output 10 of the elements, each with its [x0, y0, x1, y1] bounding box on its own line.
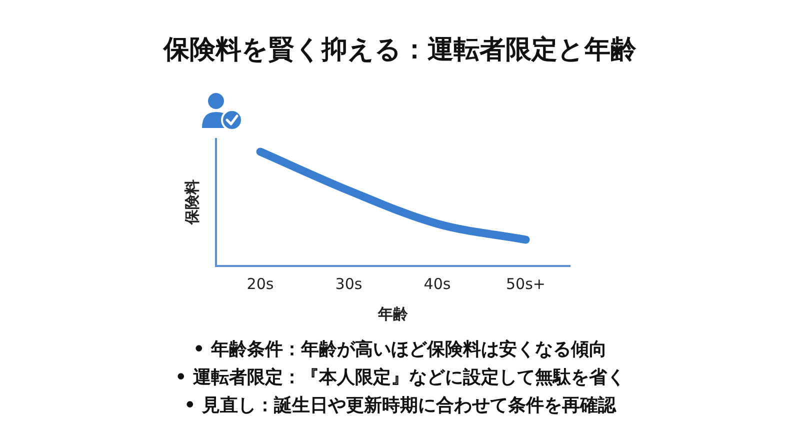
- x-tick-label: 40s: [424, 274, 451, 293]
- text: • 運転者限定：『本人限定』などに設定して無駄を省く: [174, 366, 626, 390]
- chart-title: 保険料を賢く抑える：運転者限定と年齢: [162, 34, 638, 67]
- x-tick-label: 30s: [335, 274, 362, 293]
- text: • 年齢条件：年齢が高いほど保険料は安くなる傾向: [192, 338, 608, 362]
- text: • 見直し：誕生日や更新時期に合わせて条件を再確認: [183, 394, 618, 418]
- y-axis-title: 保険料: [182, 180, 201, 226]
- x-axis-title: 年齢: [377, 304, 409, 323]
- x-tick-label: 50s+: [506, 274, 546, 293]
- x-tick-label: 20s: [246, 274, 274, 293]
